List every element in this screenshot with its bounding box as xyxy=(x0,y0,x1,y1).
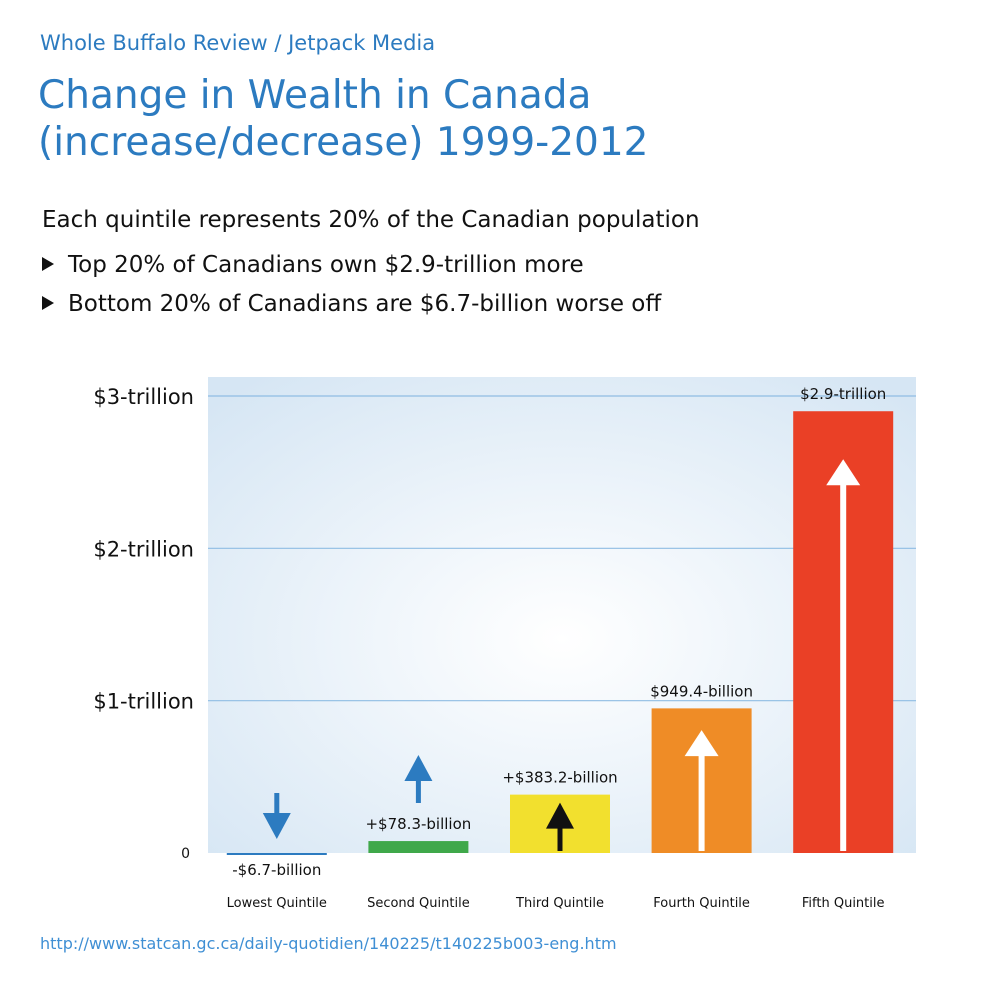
y-tick-label: $2-trillion xyxy=(93,537,194,561)
bullet-text: Bottom 20% of Canadians are $6.7-billion… xyxy=(68,291,662,317)
down-arrow-icon xyxy=(262,793,291,839)
triangle-bullet-icon xyxy=(42,257,54,271)
y-tick-label: $3-trillion xyxy=(93,385,194,409)
chart-title: Change in Wealth in Canada (increase/dec… xyxy=(38,73,649,165)
bullet-text: Top 20% of Canadians own $2.9-trillion m… xyxy=(68,252,584,278)
bar-second-quintile xyxy=(368,841,469,853)
data-label: +$78.3-billion xyxy=(365,815,471,833)
data-label: $949.4-billion xyxy=(650,682,753,700)
data-label: $2.9-trillion xyxy=(800,385,886,403)
x-tick-label: Fifth Quintile xyxy=(802,896,885,911)
x-tick-label: Fourth Quintile xyxy=(653,896,750,911)
x-tick-label: Lowest Quintile xyxy=(227,896,327,911)
triangle-bullet-icon xyxy=(42,296,54,310)
up-arrow-icon xyxy=(546,802,574,851)
y-tick-label: $1-trillion xyxy=(93,690,194,714)
y-tick-label: 0 xyxy=(181,846,190,862)
wealth-change-bar-chart: 0 $1-trillion $2-trillion $3-trillion -$6.7-… xyxy=(93,377,916,911)
x-tick-label: Second Quintile xyxy=(367,896,470,911)
bar-lowest-quintile xyxy=(226,853,327,855)
bullet-top-20: Top 20% of Canadians own $2.9-trillion m… xyxy=(42,252,584,278)
data-label: +$383.2-billion xyxy=(502,769,617,787)
x-tick-label: Third Quintile xyxy=(515,896,604,911)
data-label: -$6.7-billion xyxy=(232,861,321,879)
bullet-bottom-20: Bottom 20% of Canadians are $6.7-billion… xyxy=(42,291,661,317)
source-line: Whole Buffalo Review / Jetpack Media xyxy=(40,31,436,55)
source-url[interactable]: http://www.statcan.gc.ca/daily-quotidien… xyxy=(40,934,617,953)
up-arrow-icon xyxy=(826,459,861,851)
chart-subtitle: Each quintile represents 20% of the Cana… xyxy=(42,207,700,233)
up-arrow-icon xyxy=(684,730,719,851)
up-arrow-icon xyxy=(404,755,433,803)
